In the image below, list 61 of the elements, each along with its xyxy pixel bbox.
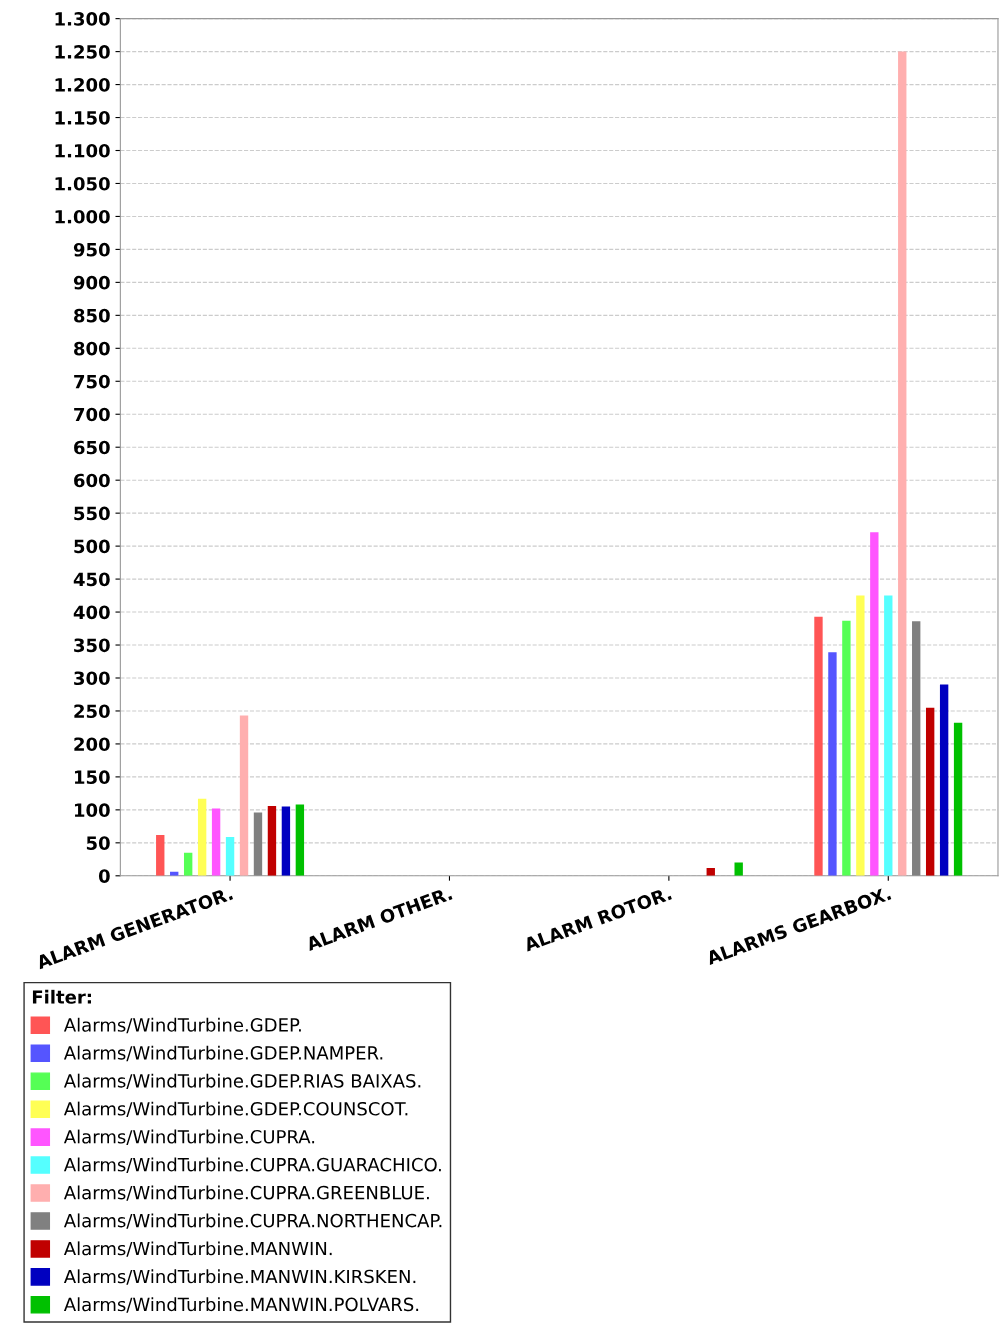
legend-label: Alarms/WindTurbine.MANWIN.KIRSKEN. bbox=[63, 1269, 416, 1285]
y-tick-label: 200 bbox=[74, 737, 110, 752]
y-tick-label: 900 bbox=[73, 275, 110, 290]
bar bbox=[842, 620, 851, 876]
bar bbox=[870, 532, 879, 876]
bar bbox=[281, 806, 291, 876]
legend-label: Alarms/WindTurbine.CUPRA.GREENBLUE. bbox=[63, 1185, 429, 1201]
bar bbox=[253, 812, 263, 876]
y-tick-label: 600 bbox=[74, 473, 110, 488]
bar bbox=[295, 804, 305, 876]
legend-label: Alarms/WindTurbine.CUPRA.GUARACHICO. bbox=[63, 1157, 441, 1173]
bar bbox=[856, 595, 865, 876]
legend-label: Alarms/WindTurbine.CUPRA.NORTHENCAP. bbox=[63, 1213, 442, 1229]
y-tick-label: 950 bbox=[73, 242, 110, 257]
y-tick-label: 100 bbox=[74, 803, 110, 817]
y-tick-label: 150 bbox=[74, 770, 110, 785]
legend-label: Alarms/WindTurbine.MANWIN.POLVARS. bbox=[63, 1297, 419, 1313]
y-tick-label: 300 bbox=[74, 671, 110, 686]
bar bbox=[912, 621, 921, 876]
y-tick-label: 1.300 bbox=[55, 12, 110, 26]
y-tick-label: 1.000 bbox=[55, 209, 110, 224]
y-tick-label: 0 bbox=[98, 869, 110, 883]
bar bbox=[814, 616, 823, 876]
bar bbox=[267, 805, 277, 876]
bar bbox=[734, 862, 743, 876]
bar bbox=[884, 595, 893, 876]
bar bbox=[953, 722, 963, 876]
bar bbox=[225, 836, 235, 876]
bar bbox=[828, 652, 837, 876]
bar bbox=[156, 834, 165, 876]
y-tick-label: 550 bbox=[74, 506, 110, 521]
y-tick-label: 800 bbox=[74, 341, 110, 356]
y-tick-label: 750 bbox=[74, 374, 110, 389]
y-tick-label: 700 bbox=[74, 407, 110, 422]
y-tick-label: 650 bbox=[74, 440, 110, 455]
y-tick-label: 1.200 bbox=[55, 78, 110, 92]
y-tick-label: 400 bbox=[73, 605, 110, 620]
bar bbox=[939, 684, 949, 876]
bar bbox=[898, 51, 907, 876]
legend-label: Alarms/WindTurbine.GDEP.COUNSCOT. bbox=[63, 1101, 408, 1118]
legend-label: Alarms/WindTurbine.GDEP.NAMPER. bbox=[63, 1045, 383, 1062]
legend-title: Filter: bbox=[32, 989, 91, 1004]
y-tick-label: 1.100 bbox=[55, 143, 110, 158]
bar bbox=[197, 798, 207, 876]
y-tick-label: 350 bbox=[74, 638, 110, 653]
legend-label: Alarms/WindTurbine.GDEP. bbox=[63, 1017, 301, 1034]
y-tick-label: 1.050 bbox=[55, 176, 110, 191]
y-tick-label: 500 bbox=[74, 539, 110, 554]
legend-label: Alarms/WindTurbine.MANWIN. bbox=[63, 1241, 332, 1257]
bar bbox=[239, 715, 249, 876]
y-tick-label: 850 bbox=[74, 308, 110, 323]
y-tick-label: 1.150 bbox=[55, 111, 110, 125]
y-tick-label: 250 bbox=[74, 704, 110, 719]
legend-label: Alarms/WindTurbine.CUPRA. bbox=[63, 1129, 315, 1145]
bar bbox=[211, 808, 221, 876]
bar bbox=[925, 707, 935, 876]
y-tick-label: 1.250 bbox=[55, 45, 110, 59]
y-tick-label: 450 bbox=[73, 572, 110, 587]
y-tick-label: 50 bbox=[86, 836, 110, 850]
bar bbox=[183, 852, 193, 876]
legend-label: Alarms/WindTurbine.GDEP.RIAS BAIXAS. bbox=[63, 1073, 421, 1090]
